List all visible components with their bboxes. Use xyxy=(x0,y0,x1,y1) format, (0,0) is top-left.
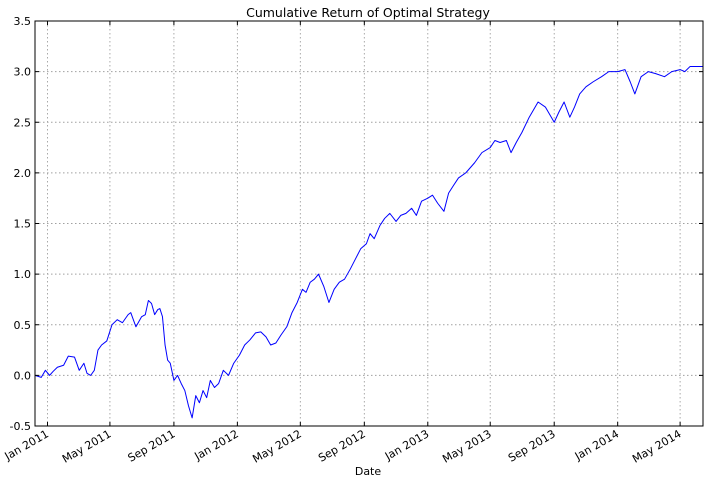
x-tick-label: Jan 2012 xyxy=(192,427,241,463)
y-tick-label: 1.0 xyxy=(14,268,32,281)
y-tick-label: 1.5 xyxy=(14,218,32,231)
x-tick-label: Jan 2014 xyxy=(572,427,621,463)
chart-title: Cumulative Return of Optimal Strategy xyxy=(246,5,490,20)
y-tick-label: 0.0 xyxy=(14,369,32,382)
cumulative-return-line xyxy=(34,66,703,419)
y-tick-label: 0.5 xyxy=(14,319,32,332)
x-tick-label: Sep 2011 xyxy=(126,427,178,464)
y-tick-label: 2.0 xyxy=(14,167,32,180)
x-tick-label: Sep 2013 xyxy=(506,427,558,464)
x-tick-label: May 2013 xyxy=(440,427,493,465)
tick-layer xyxy=(35,20,703,427)
y-tick-label: 2.5 xyxy=(14,116,32,129)
x-tick-label: Jan 2013 xyxy=(382,427,431,463)
x-tick-label: May 2012 xyxy=(250,427,303,465)
y-tick-label: 3.5 xyxy=(14,15,32,28)
grid-layer xyxy=(35,20,703,427)
x-tick-labels: Jan 2011 May 2011 Sep 2011 Jan 2012 May 2012… xyxy=(2,427,684,465)
line-layer xyxy=(34,66,703,419)
x-tick-label: May 2014 xyxy=(630,427,683,465)
x-tick-label: May 2011 xyxy=(60,427,113,465)
x-axis-label: Date xyxy=(355,465,382,478)
x-tick-label: Sep 2012 xyxy=(316,427,368,464)
y-tick-labels: -0.5 0.0 0.5 1.0 1.5 2.0 2.5 3.0 3.5 xyxy=(10,15,31,433)
y-tick-label: 3.0 xyxy=(14,66,32,79)
y-tick-label: -0.5 xyxy=(10,420,31,433)
